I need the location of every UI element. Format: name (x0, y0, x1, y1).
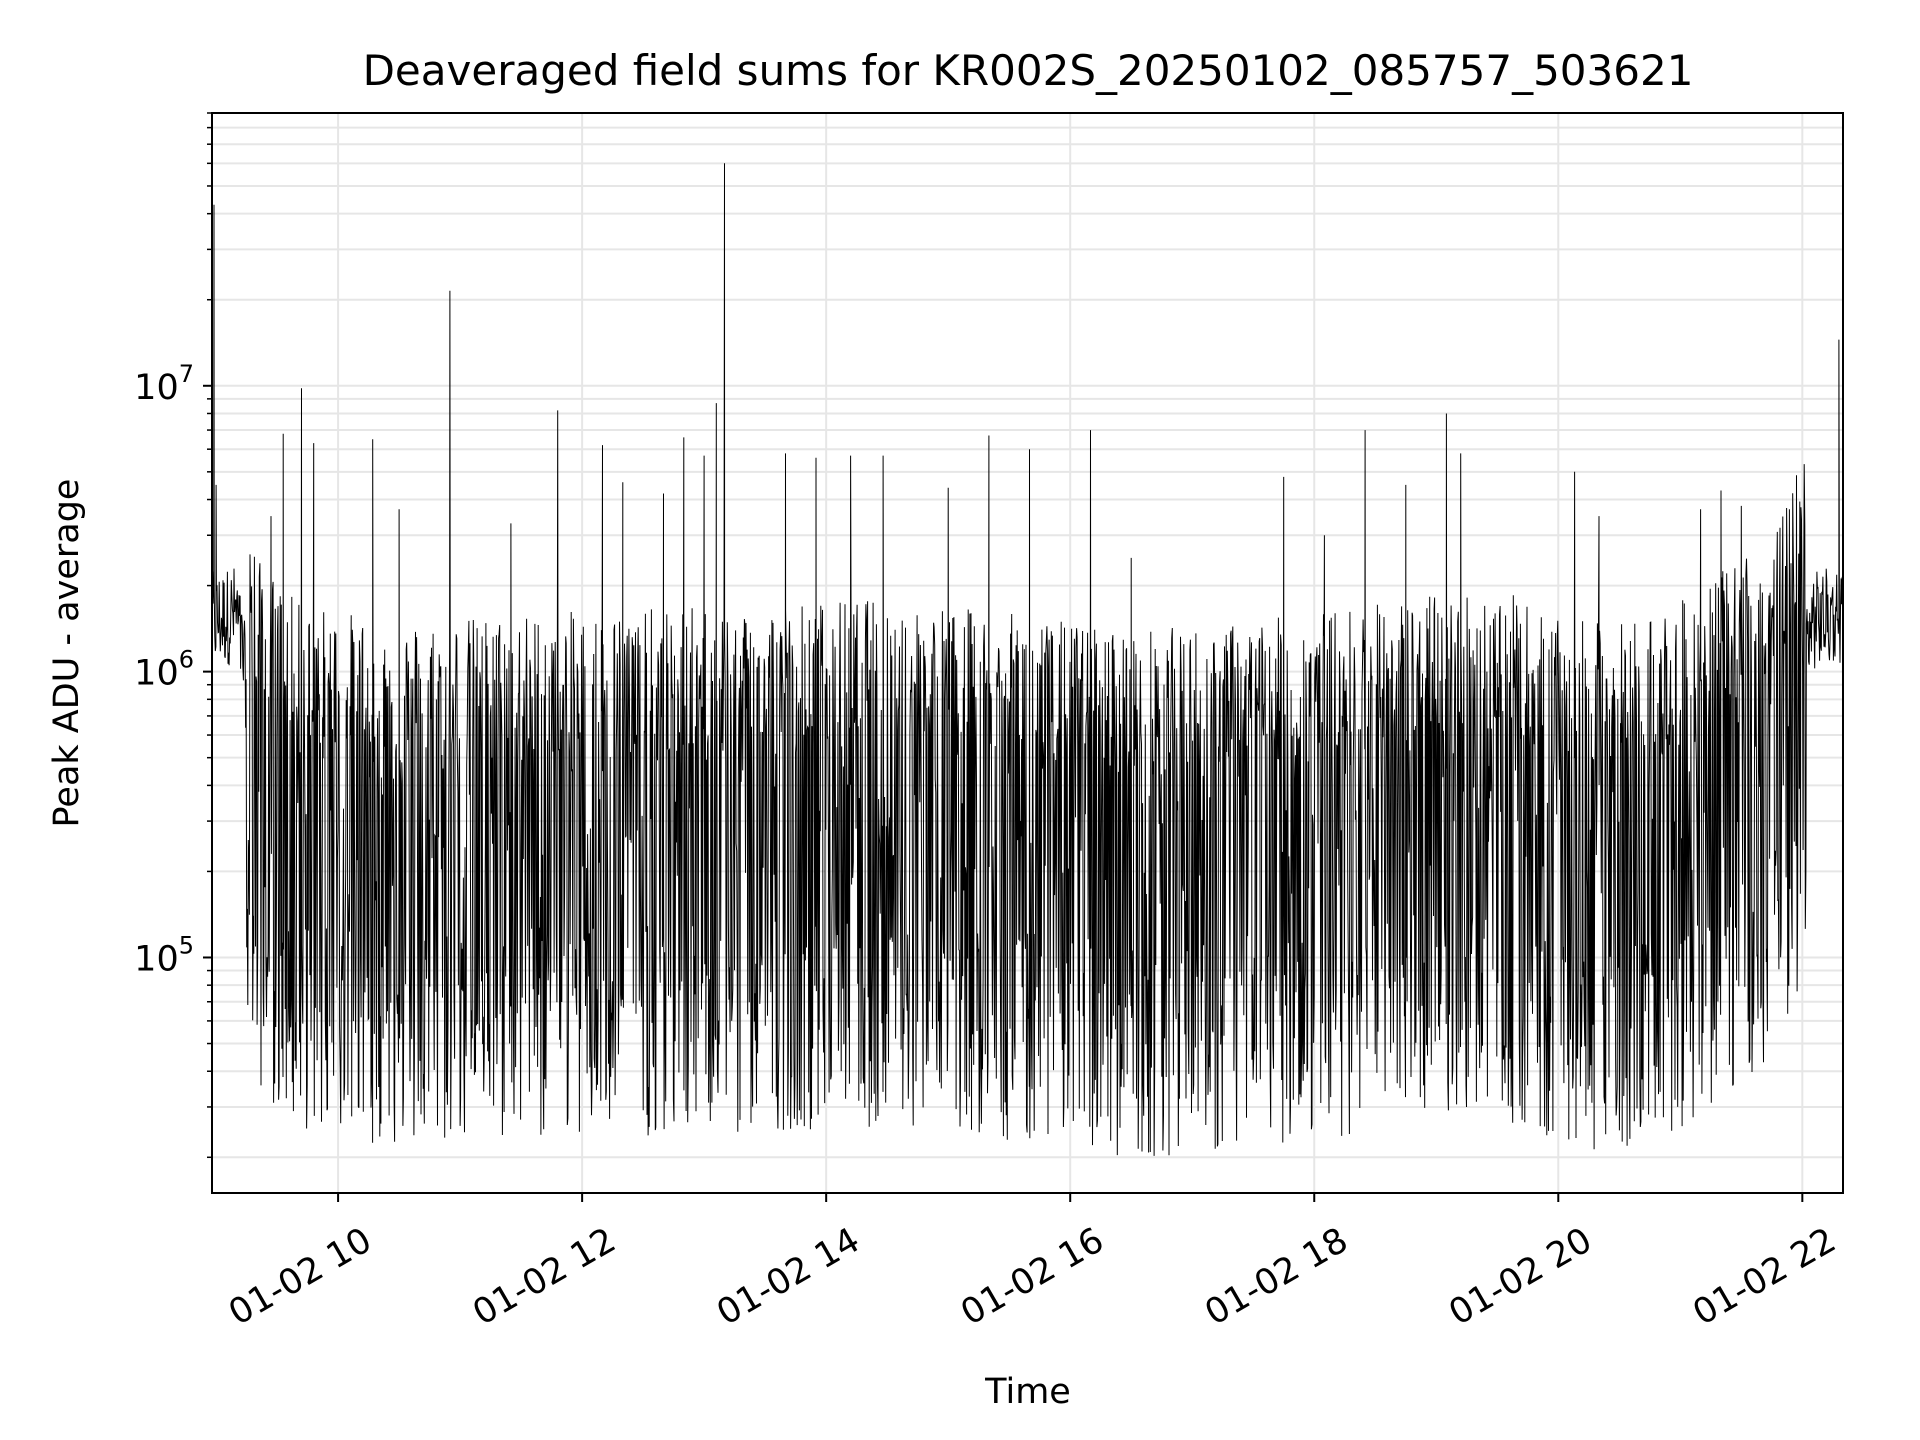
y-tick-label: 106 (134, 646, 194, 694)
y-axis: 105 106 107 (134, 112, 212, 1159)
y-tick-label: 107 (134, 360, 194, 408)
y-axis-label: Peak ADU - average (47, 479, 87, 828)
x-axis-label: Time (984, 1372, 1071, 1412)
plot-frame (211, 112, 1844, 1194)
chart-title: Deaveraged field sums for KR002S_2025010… (363, 46, 1694, 95)
series-line (211, 163, 1844, 1156)
y-tick-label: 105 (134, 931, 194, 979)
series-group (211, 163, 1844, 1156)
